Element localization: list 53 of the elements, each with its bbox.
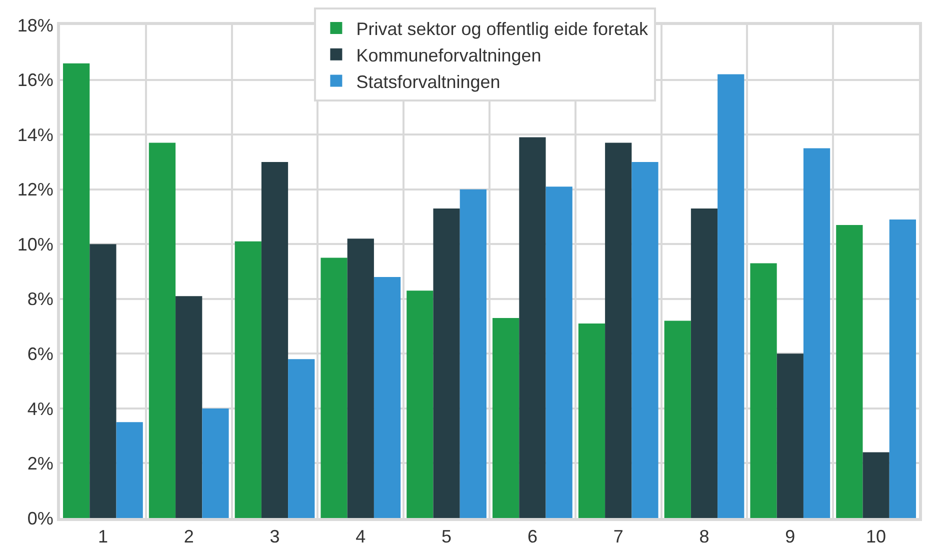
x-tick-label: 8: [699, 526, 710, 547]
y-tick-label: 2%: [27, 454, 54, 474]
bar: [690, 208, 718, 518]
bar: [519, 137, 546, 518]
y-tick-label: 18%: [17, 15, 54, 36]
y-tick-label: 10%: [17, 234, 54, 254]
x-tick-label: 5: [442, 526, 452, 547]
y-tick-label: 12%: [17, 180, 54, 200]
bar: [750, 263, 777, 518]
bar: [261, 162, 288, 518]
y-tick-label: 0%: [27, 508, 54, 528]
y-tick-label: 4%: [27, 398, 54, 419]
legend-label: Kommuneforvaltningen: [356, 45, 542, 66]
bar: [803, 148, 830, 518]
bar: [632, 162, 658, 518]
bar: [90, 244, 116, 518]
bar: [63, 63, 90, 518]
x-tick-label: 7: [613, 526, 624, 547]
y-tick-label: 14%: [17, 124, 54, 145]
x-tick-label: 10: [866, 526, 886, 547]
bar: [148, 142, 176, 518]
bar: [546, 186, 572, 518]
bar: [460, 189, 486, 518]
bar: [664, 320, 691, 518]
bar: [862, 452, 890, 518]
bar: [889, 219, 916, 518]
bar: [718, 74, 744, 518]
bar: [492, 318, 520, 518]
x-tick-label: 1: [98, 526, 108, 547]
bar: [406, 290, 434, 518]
bar: [176, 296, 202, 518]
bar: [776, 354, 804, 518]
y-tick-label: 16%: [17, 70, 54, 90]
x-tick-label: 3: [270, 526, 280, 547]
bar: [288, 359, 315, 518]
bar: [116, 422, 143, 518]
y-tick-label: 8%: [27, 289, 54, 310]
legend-label: Privat sektor og offentlig eide foretak: [356, 18, 650, 39]
bar: [347, 238, 374, 518]
x-tick-label: 9: [785, 526, 796, 547]
x-tick-label: 2: [184, 526, 194, 547]
x-tick-label: 6: [527, 526, 538, 547]
bar: [433, 208, 460, 518]
x-tick-label: 4: [356, 526, 366, 547]
bar: [374, 276, 401, 518]
bar: [234, 241, 262, 518]
bar: [578, 324, 606, 518]
bar: [202, 408, 229, 518]
legend-label: Statsforvaltningen: [356, 72, 500, 92]
bar: [836, 224, 863, 518]
bar: [605, 142, 632, 518]
y-tick-label: 6%: [27, 344, 54, 364]
bar: [320, 258, 348, 518]
